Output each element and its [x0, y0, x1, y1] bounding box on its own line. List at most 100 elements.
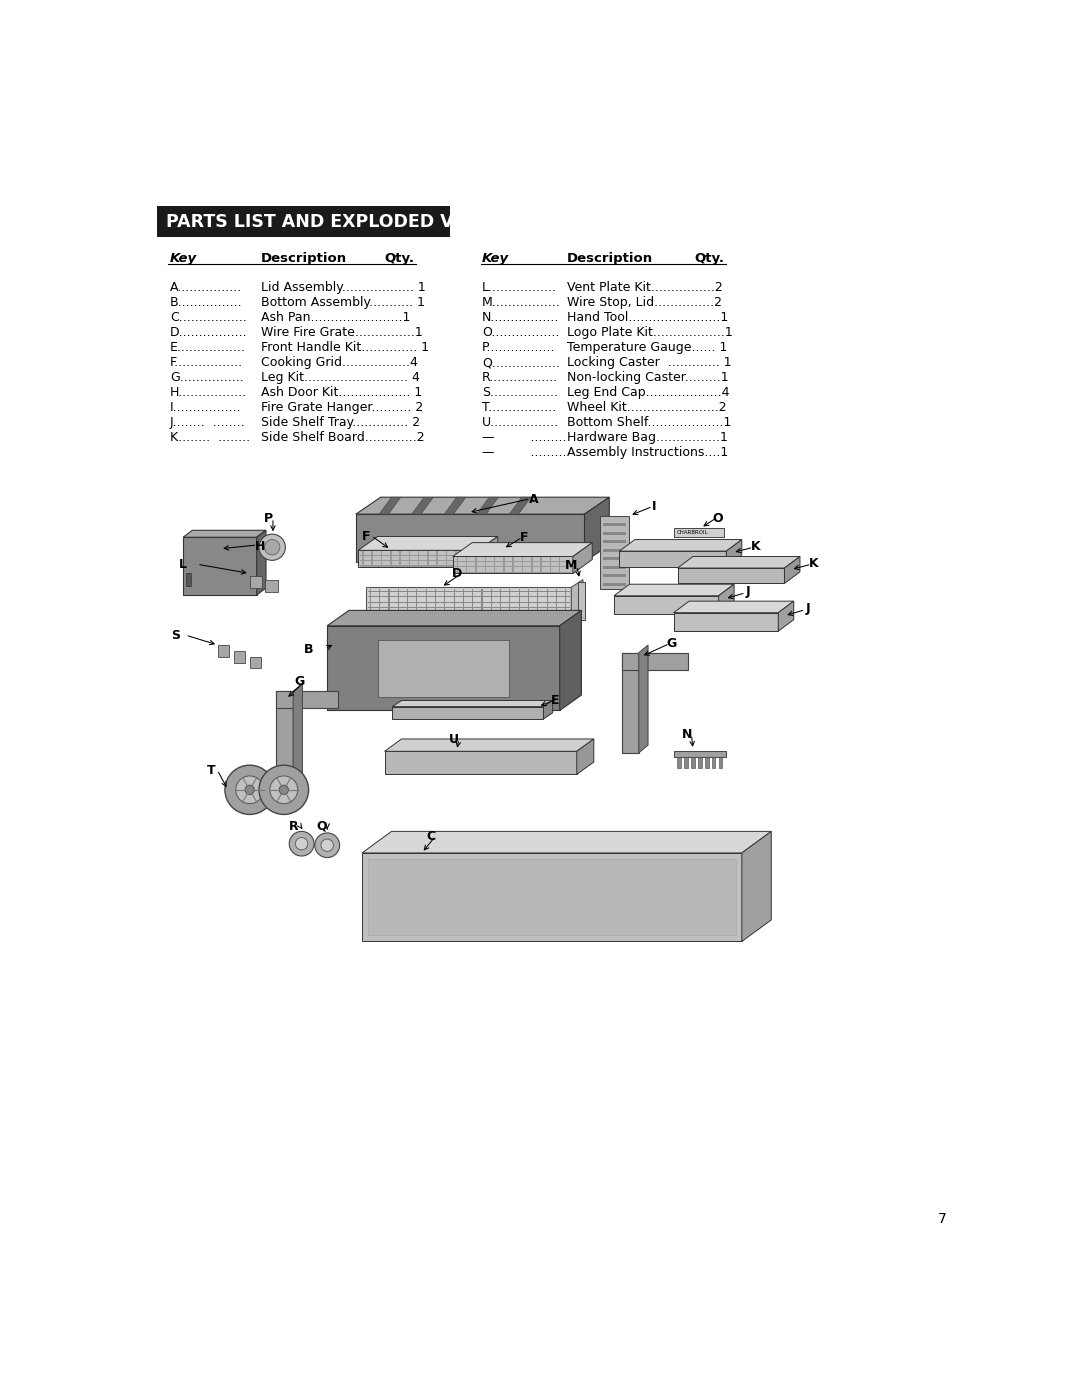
Text: N: N — [681, 728, 692, 742]
Text: Side Shelf Tray.............. 2: Side Shelf Tray.............. 2 — [260, 416, 420, 429]
Circle shape — [289, 831, 314, 856]
Text: P.................: P................. — [482, 341, 556, 355]
Bar — [186, 573, 191, 585]
Bar — [482, 588, 483, 617]
Bar — [603, 532, 626, 535]
Text: N.................: N................. — [482, 312, 559, 324]
Bar — [556, 588, 557, 617]
Text: Wire Stop, Lid...............2: Wire Stop, Lid...............2 — [567, 296, 721, 309]
Text: G: G — [666, 637, 676, 651]
Bar — [603, 549, 626, 552]
Polygon shape — [784, 556, 800, 584]
Text: H: H — [255, 541, 266, 553]
Text: K........  ........: K........ ........ — [170, 432, 249, 444]
Text: Ash Door Kit.................. 1: Ash Door Kit.................. 1 — [260, 387, 422, 400]
Bar — [362, 550, 364, 567]
Bar — [369, 588, 372, 617]
Text: S.................: S................. — [482, 387, 558, 400]
Bar — [408, 550, 410, 567]
Text: L.................: L................. — [482, 281, 557, 295]
Polygon shape — [779, 601, 794, 631]
Bar — [457, 557, 458, 573]
Text: Cooking Grid.................4: Cooking Grid.................4 — [260, 356, 418, 369]
Text: PARTS LIST AND EXPLODED VIEW: PARTS LIST AND EXPLODED VIEW — [166, 212, 491, 231]
Polygon shape — [742, 831, 771, 942]
Bar — [674, 613, 779, 631]
Polygon shape — [510, 497, 531, 514]
Text: I: I — [652, 500, 657, 513]
Bar — [366, 587, 571, 620]
Bar — [603, 557, 626, 560]
Polygon shape — [727, 539, 742, 567]
Circle shape — [279, 785, 288, 795]
Bar — [276, 692, 293, 788]
Text: Bottom Shelf...................1: Bottom Shelf...................1 — [567, 416, 731, 429]
Text: Leg Kit.......................... 4: Leg Kit.......................... 4 — [260, 372, 419, 384]
Bar — [389, 588, 390, 617]
Text: —         .........: — ......... — [482, 432, 567, 444]
Circle shape — [225, 766, 274, 814]
Polygon shape — [379, 497, 401, 514]
Bar — [622, 652, 638, 753]
Bar — [677, 757, 680, 768]
Circle shape — [235, 775, 264, 803]
Circle shape — [245, 785, 255, 795]
Bar — [537, 588, 539, 617]
Text: L: L — [179, 557, 187, 571]
Text: 7: 7 — [939, 1213, 947, 1227]
Bar — [428, 550, 429, 567]
Text: Side Shelf Board.............2: Side Shelf Board.............2 — [260, 432, 424, 444]
Circle shape — [321, 840, 334, 851]
Bar — [183, 538, 257, 595]
Polygon shape — [718, 584, 734, 615]
Bar — [397, 588, 399, 617]
Bar — [691, 757, 694, 768]
Text: F.................: F................. — [170, 356, 243, 369]
Bar — [378, 640, 510, 697]
Text: Lid Assembly.................. 1: Lid Assembly.................. 1 — [260, 281, 426, 295]
Polygon shape — [577, 739, 594, 774]
Bar — [565, 588, 566, 617]
Polygon shape — [638, 645, 648, 753]
Polygon shape — [359, 536, 498, 550]
Bar — [603, 583, 626, 585]
Text: K: K — [809, 557, 819, 570]
Text: Key: Key — [482, 253, 510, 265]
Bar — [444, 588, 445, 617]
Bar — [603, 524, 626, 527]
Bar — [362, 854, 742, 942]
Text: A................: A................ — [170, 281, 242, 295]
Bar — [454, 588, 455, 617]
Text: T.................: T................. — [482, 401, 556, 415]
Bar — [359, 550, 478, 567]
Text: Vent Plate Kit................2: Vent Plate Kit................2 — [567, 281, 723, 295]
Bar — [327, 626, 559, 711]
Bar — [613, 595, 718, 615]
Text: Description: Description — [260, 253, 347, 265]
Bar — [518, 588, 519, 617]
Polygon shape — [444, 497, 465, 514]
Bar — [446, 550, 447, 567]
Bar — [684, 757, 688, 768]
Polygon shape — [543, 700, 553, 719]
Text: H.................: H................. — [170, 387, 247, 400]
Text: F: F — [362, 529, 370, 542]
Bar — [390, 550, 392, 567]
Text: U: U — [449, 733, 459, 746]
Bar — [249, 657, 260, 668]
Text: Wheel Kit.......................2: Wheel Kit.......................2 — [567, 401, 726, 415]
Bar — [540, 557, 542, 573]
Bar — [218, 645, 229, 657]
Text: Key: Key — [170, 253, 197, 265]
Bar — [510, 588, 511, 617]
Polygon shape — [362, 831, 771, 854]
Text: Fire Grate Hanger.......... 2: Fire Grate Hanger.......... 2 — [260, 401, 422, 415]
Bar — [356, 514, 584, 562]
Circle shape — [265, 539, 280, 555]
Circle shape — [259, 534, 285, 560]
Bar — [677, 569, 784, 584]
Bar — [234, 651, 245, 662]
Bar — [559, 557, 561, 573]
Text: E: E — [551, 694, 559, 707]
Text: R.................: R................. — [482, 372, 558, 384]
